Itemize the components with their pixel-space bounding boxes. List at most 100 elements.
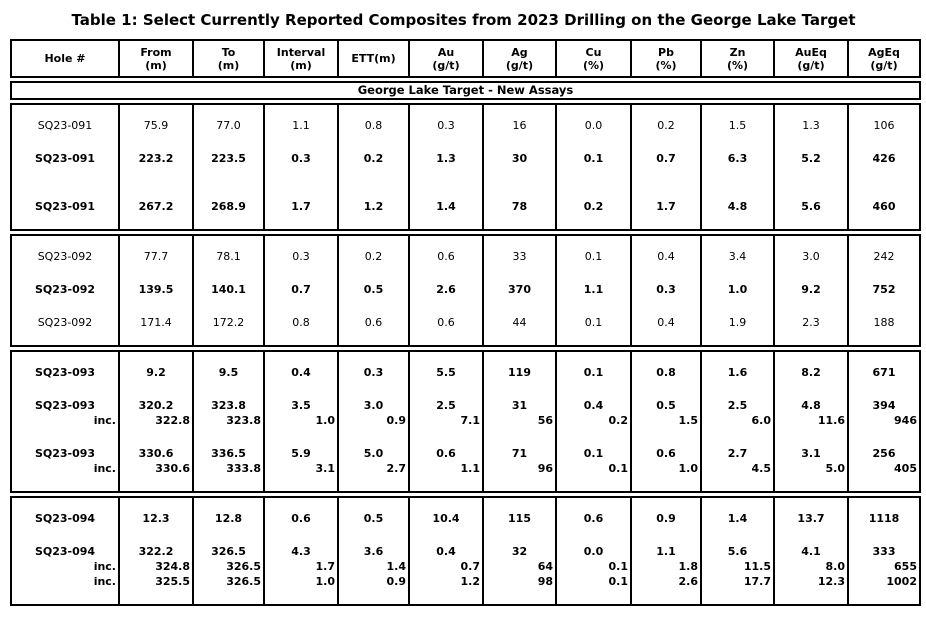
cell-value: 16 bbox=[512, 119, 527, 132]
cell-value: 0.2 bbox=[364, 250, 383, 263]
cell-value: 0.0 bbox=[583, 545, 604, 558]
cell-value: SQ23-094 bbox=[34, 545, 96, 558]
column-header-line2: (m) bbox=[217, 58, 240, 72]
column-header-line2: (g/t) bbox=[505, 58, 534, 72]
table-column: 3.4 1.0 1.9 bbox=[702, 236, 775, 345]
cell-value: SQ23-091 bbox=[37, 119, 93, 132]
table-column: 77.7 139.5 171.4 bbox=[120, 236, 194, 345]
cell-value: 1.1 bbox=[292, 119, 310, 132]
cell-sub-value: 655 bbox=[894, 560, 917, 573]
cell-sub-value: 330.6 bbox=[155, 462, 190, 475]
cell-value: 31 bbox=[511, 399, 528, 412]
cell-value: 0.5 bbox=[363, 512, 384, 525]
table-column: 0.4 3.5 1.0 5.9 3.1 bbox=[265, 352, 339, 491]
cell-value: 426 bbox=[872, 152, 896, 165]
table-column: 0.3 3.0 0.9 5.0 2.7 bbox=[339, 352, 410, 491]
cell-value: 323.8 bbox=[211, 399, 246, 412]
cell-sub-value: 1.0 bbox=[678, 462, 699, 475]
cell-value: 139.5 bbox=[138, 283, 174, 296]
cell-value: 172.2 bbox=[212, 316, 245, 329]
cell-value: 115 bbox=[508, 512, 531, 525]
cell-sub-value: 98 bbox=[537, 575, 553, 588]
cell-value: SQ23-093 bbox=[34, 366, 96, 379]
cell-value: 0.0 bbox=[584, 119, 603, 132]
column-header-line2: (g/t) bbox=[797, 58, 825, 72]
cell-value: 9.5 bbox=[218, 366, 239, 379]
cell-value: 77.0 bbox=[216, 119, 241, 132]
cell-value: 0.4 bbox=[583, 399, 604, 412]
cell-value: 460 bbox=[872, 200, 896, 213]
cell-value: 71 bbox=[511, 447, 528, 460]
column-header: Hole # bbox=[12, 41, 120, 76]
table-column: 75.9 223.2 267.2 bbox=[120, 105, 194, 229]
cell-sub-value: 6.0 bbox=[751, 414, 772, 427]
column-header-line1: Ag bbox=[511, 45, 528, 59]
cell-value: 1.4 bbox=[436, 200, 456, 213]
table-column: 115 32 64 98 bbox=[484, 498, 557, 604]
cell-value: 1.3 bbox=[802, 119, 820, 132]
cell-value: 2.5 bbox=[436, 399, 456, 412]
cell-value: 1.7 bbox=[656, 200, 676, 213]
cell-sub-value: 1.1 bbox=[460, 462, 481, 475]
column-header-line1: Cu bbox=[585, 45, 602, 59]
cell-sub-value: inc. bbox=[93, 462, 116, 475]
cell-sub-value: 405 bbox=[894, 462, 917, 475]
cell-sub-value: 17.7 bbox=[743, 575, 771, 588]
cell-value: 0.1 bbox=[584, 250, 603, 263]
cell-value: 5.5 bbox=[436, 366, 456, 379]
cell-value: 242 bbox=[873, 250, 895, 263]
cell-value: 330.6 bbox=[138, 447, 174, 460]
column-header-line2: (g/t) bbox=[870, 58, 898, 72]
table-column: 0.6 4.3 1.7 1.0 bbox=[265, 498, 339, 604]
cell-value: 1.1 bbox=[583, 283, 604, 296]
cell-value: 256 bbox=[872, 447, 896, 460]
cell-value: 1.6 bbox=[727, 366, 748, 379]
cell-sub-value: inc. bbox=[93, 414, 116, 427]
cell-value: 1.5 bbox=[728, 119, 747, 132]
table-column: 0.6 0.0 0.1 0.1 bbox=[557, 498, 632, 604]
table-column: 0.3 1.3 1.4 bbox=[410, 105, 484, 229]
cell-value: 44 bbox=[512, 316, 527, 329]
column-header: Pb (%) bbox=[632, 41, 702, 76]
cell-value: 9.2 bbox=[146, 366, 166, 379]
cell-value: 3.4 bbox=[728, 250, 747, 263]
table-column: 12.8 326.5 326.5 326.5 bbox=[194, 498, 265, 604]
cell-value: 106 bbox=[873, 119, 895, 132]
cell-value: 0.4 bbox=[436, 545, 456, 558]
cell-value: 0.3 bbox=[292, 250, 310, 263]
table-column: 12.3 322.2 324.8 325.5 bbox=[120, 498, 194, 604]
cell-sub-value: 325.5 bbox=[155, 575, 190, 588]
table-column: 0.1 1.1 0.1 bbox=[557, 236, 632, 345]
table-title: Table 1: Select Currently Reported Compo… bbox=[71, 11, 856, 29]
cell-value: SQ23-091 bbox=[34, 200, 96, 213]
cell-value: 394 bbox=[872, 399, 896, 412]
cell-sub-value: 4.5 bbox=[751, 462, 772, 475]
table-column: 242 752 188 bbox=[849, 236, 919, 345]
cell-value: 1.4 bbox=[727, 512, 748, 525]
column-header-line1: Zn bbox=[729, 45, 746, 59]
column-header: Cu (%) bbox=[557, 41, 632, 76]
table-column: SQ23-094 SQ23-094 inc. inc. bbox=[12, 498, 120, 604]
cell-value: 32 bbox=[511, 545, 528, 558]
cell-sub-value: 1.7 bbox=[315, 560, 336, 573]
cell-sub-value: 64 bbox=[537, 560, 553, 573]
column-header-line1: AuEq bbox=[795, 45, 827, 59]
cell-value: 0.3 bbox=[363, 366, 384, 379]
column-header-line2: (%) bbox=[655, 58, 677, 72]
cell-value: 9.2 bbox=[801, 283, 821, 296]
cell-value: SQ23-094 bbox=[34, 512, 96, 525]
cell-value: 0.6 bbox=[436, 447, 456, 460]
table-column: 1.5 6.3 4.8 bbox=[702, 105, 775, 229]
table-column: 16 30 78 bbox=[484, 105, 557, 229]
cell-value: 5.6 bbox=[801, 200, 821, 213]
cell-sub-value: 1002 bbox=[886, 575, 917, 588]
cell-value: 2.5 bbox=[727, 399, 748, 412]
cell-value: 0.1 bbox=[583, 447, 604, 460]
cell-value: SQ23-092 bbox=[37, 316, 93, 329]
cell-value: 223.2 bbox=[138, 152, 174, 165]
table-column: 8.2 4.8 11.6 3.1 5.0 bbox=[775, 352, 849, 491]
cell-sub-value: 0.9 bbox=[386, 414, 407, 427]
cell-value: 1.0 bbox=[727, 283, 748, 296]
table-column: 10.4 0.4 0.7 1.2 bbox=[410, 498, 484, 604]
column-header: Ag (g/t) bbox=[484, 41, 557, 76]
